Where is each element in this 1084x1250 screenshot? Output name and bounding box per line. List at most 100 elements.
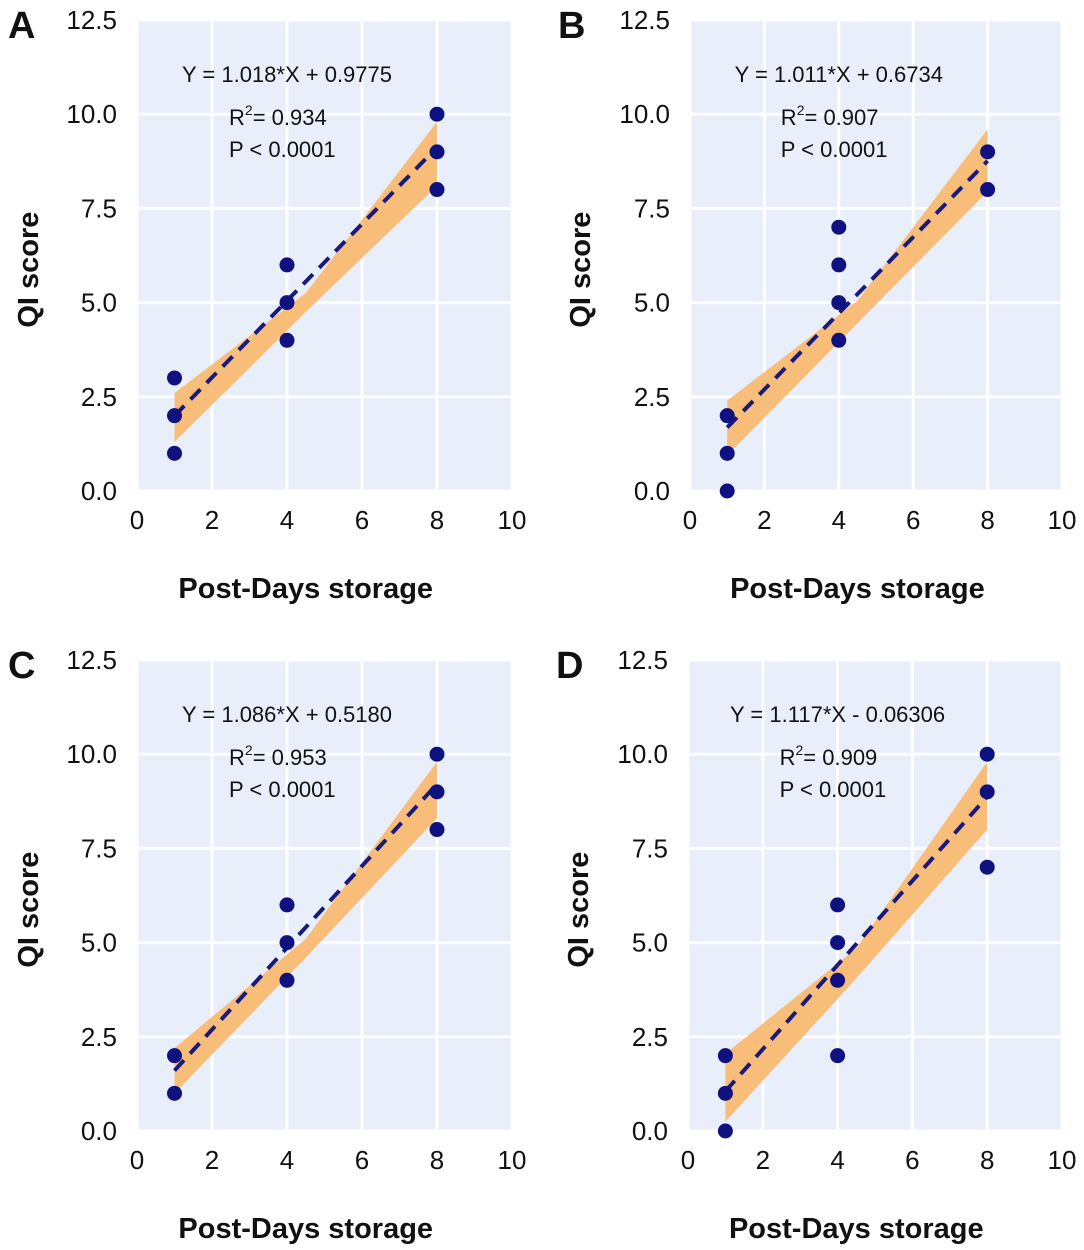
data-point	[830, 1048, 846, 1064]
data-point	[831, 332, 847, 348]
x-tick-label: 8	[430, 505, 444, 535]
y-tick-label: 2.5	[81, 382, 117, 412]
data-point	[167, 1048, 182, 1064]
panel-letter: D	[556, 645, 583, 687]
regression-line	[173, 782, 439, 1072]
r-squared-prefix: R	[780, 745, 796, 770]
x-tick-label: 0	[683, 505, 697, 535]
y-tick-label: 12.5	[619, 5, 670, 35]
y-tick-label: 2.5	[632, 1022, 668, 1052]
data-point	[719, 408, 735, 424]
r-squared-superscript: 2	[797, 102, 805, 118]
confidence-band	[725, 761, 988, 1122]
x-tick-label: 6	[355, 505, 369, 535]
data-point	[830, 972, 846, 988]
data-point	[719, 483, 735, 499]
y-axis-title: QI score	[13, 212, 45, 328]
r-squared-prefix: R	[229, 745, 245, 770]
regression-equation: Y = 1.018*X + 0.9775	[182, 62, 392, 87]
y-tick-label: 2.5	[634, 382, 670, 412]
p-value: P < 0.0001	[229, 137, 336, 162]
data-point	[429, 106, 445, 122]
panel-letter: B	[558, 5, 585, 47]
x-tick-label: 6	[905, 1145, 919, 1175]
x-tick-label: 4	[280, 1145, 294, 1175]
y-tick-label: 7.5	[632, 833, 668, 863]
data-point	[167, 445, 182, 461]
y-axis-title: QI score	[565, 212, 597, 328]
data-point	[719, 445, 735, 461]
x-tick-label: 4	[832, 505, 846, 535]
y-tick-label: 0.0	[81, 1116, 117, 1146]
confidence-band	[727, 129, 988, 456]
y-tick-label: 0.0	[634, 476, 670, 506]
p-value: P < 0.0001	[780, 777, 887, 802]
y-tick-label: 5.0	[81, 928, 117, 958]
data-point	[979, 859, 995, 875]
x-tick-label: 0	[130, 505, 144, 535]
confidence-band	[174, 121, 437, 443]
regression-equation: Y = 1.011*X + 0.6734	[735, 62, 943, 87]
y-axis-title: QI score	[13, 852, 45, 968]
y-axis-title: QI score	[563, 852, 595, 968]
x-tick-label: 4	[280, 505, 294, 535]
x-axis-title: Post-Days storage	[178, 573, 433, 605]
data-point	[717, 1085, 733, 1101]
x-tick-label: 6	[906, 505, 920, 535]
data-point	[980, 144, 996, 160]
regression-line	[723, 795, 989, 1093]
r-squared: R2= 0.934	[229, 102, 327, 130]
p-value: P < 0.0001	[229, 777, 336, 802]
panel-d: 0 2 4 6 8 10 0.0 2.5 5.0 7.5 10.0 12.5 Y = 1.117*X -…	[556, 645, 1076, 1245]
r-squared-value: = 0.953	[253, 745, 327, 770]
y-tick-label: 7.5	[81, 193, 117, 223]
x-tick-label: 2	[205, 505, 219, 535]
x-tick-label: 8	[430, 1145, 444, 1175]
r-squared-prefix: R	[781, 105, 797, 130]
x-axis-title: Post-Days storage	[178, 1213, 433, 1245]
x-tick-label: 4	[830, 1145, 844, 1175]
regression-line	[173, 145, 439, 418]
y-tick-label: 10.0	[617, 739, 668, 769]
x-tick-label: 10	[498, 505, 527, 535]
x-tick-label: 2	[757, 505, 771, 535]
x-axis-title: Post-Days storage	[729, 1213, 984, 1245]
panel-a: 0 2 4 6 8 10 0.0 2.5 5.0 7.5 10.0 12.5 Y = 1.018*X +…	[8, 5, 526, 605]
y-tick-label: 12.5	[66, 645, 117, 675]
regression-equation: Y = 1.117*X - 0.06306	[730, 702, 945, 727]
x-tick-label: 8	[980, 1145, 994, 1175]
panel-c: 0 2 4 6 8 10 0.0 2.5 5.0 7.5 10.0 12.5 Y = 1.086*X +…	[8, 645, 526, 1245]
data-point	[167, 370, 182, 386]
data-point	[831, 257, 847, 273]
data-point	[830, 935, 846, 951]
data-point	[830, 897, 846, 913]
data-point	[717, 1048, 733, 1064]
y-tick-label: 12.5	[617, 645, 668, 675]
data-point	[429, 822, 445, 838]
y-tick-label: 7.5	[81, 833, 117, 863]
data-point	[831, 219, 847, 235]
panel-b: 0 2 4 6 8 10 0.0 2.5 5.0 7.5 10.0 12.5 Y = 1.011*X +…	[558, 5, 1076, 605]
data-point	[429, 182, 445, 198]
data-point	[167, 1085, 182, 1101]
y-tick-label: 0.0	[632, 1116, 668, 1146]
data-point	[717, 1123, 733, 1139]
data-point	[429, 746, 445, 762]
data-point	[979, 784, 995, 800]
regression-equation: Y = 1.086*X + 0.5180	[182, 702, 392, 727]
data-point	[979, 746, 995, 762]
data-point	[279, 897, 295, 913]
y-tick-label: 5.0	[632, 928, 668, 958]
y-tick-label: 5.0	[634, 288, 670, 318]
data-point	[429, 144, 445, 160]
data-point	[167, 408, 182, 424]
data-point	[980, 182, 996, 198]
x-tick-label: 6	[355, 1145, 369, 1175]
data-point	[279, 935, 295, 951]
r-squared-value: = 0.907	[804, 105, 878, 130]
x-tick-label: 0	[681, 1145, 695, 1175]
x-axis-title: Post-Days storage	[730, 573, 985, 605]
y-tick-label: 10.0	[66, 99, 117, 129]
panel-letter: C	[8, 645, 35, 687]
y-tick-label: 10.0	[619, 99, 670, 129]
